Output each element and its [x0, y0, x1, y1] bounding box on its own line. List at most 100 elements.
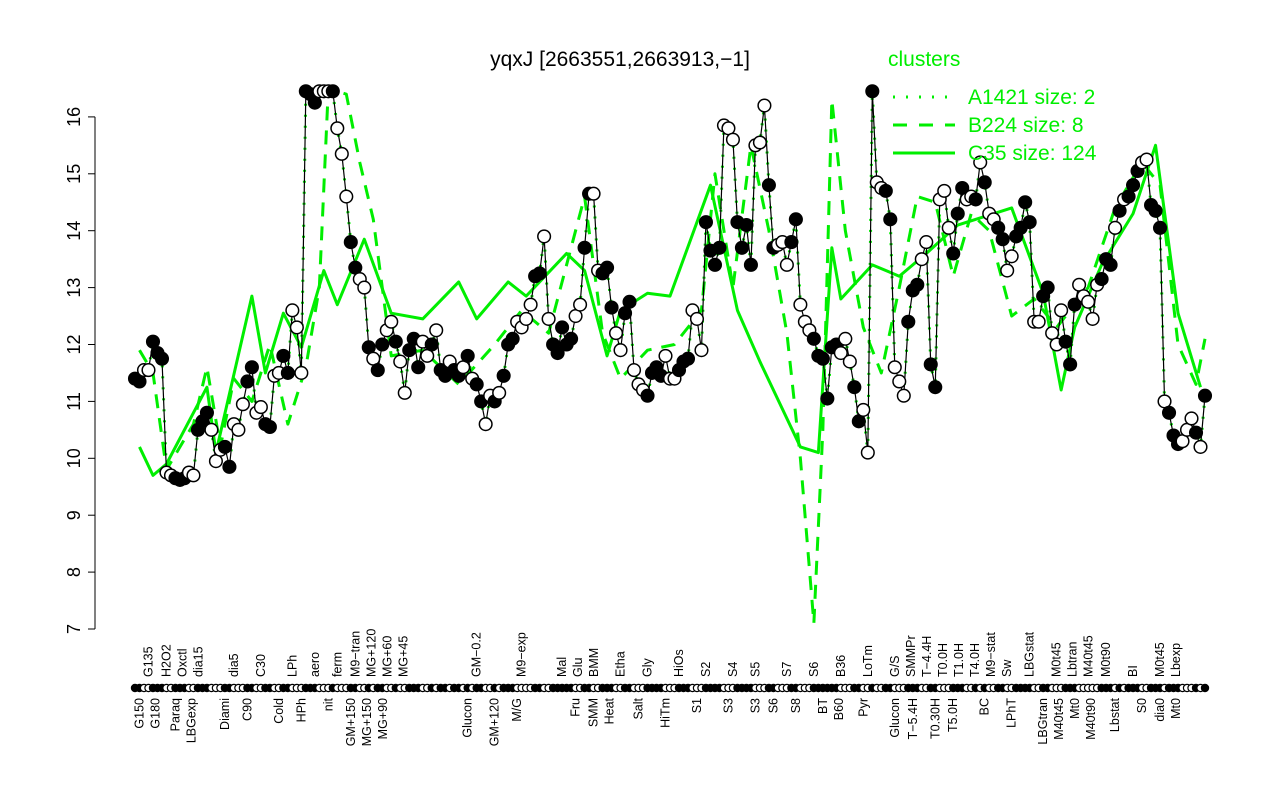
data-point: [334, 146, 349, 161]
data-point: [519, 311, 534, 326]
x-tick-label-top: S7: [780, 662, 794, 677]
x-tick-label-bottom: Heat: [603, 697, 617, 724]
data-point: [231, 422, 246, 437]
x-tick-label-top: T0.0H: [936, 643, 950, 677]
y-tick-label: 14: [64, 221, 84, 241]
data-point: [757, 98, 772, 113]
data-point: [204, 422, 219, 437]
x-tick-label-top: dia15: [191, 646, 205, 677]
data-point: [1094, 272, 1109, 287]
x-tick-label-top: Sw: [1000, 659, 1014, 677]
data-point: [573, 297, 588, 312]
y-tick-label: 12: [64, 334, 84, 354]
data-point: [537, 229, 552, 244]
x-tick-label-top: S2: [699, 662, 713, 677]
data-point: [262, 419, 277, 435]
data-point: [1031, 314, 1046, 329]
data-point: [937, 183, 952, 198]
x-tick-label-top: M40t45: [1082, 635, 1096, 677]
x-tick-label-bottom: M40t90: [1084, 698, 1098, 740]
data-point: [478, 417, 493, 432]
data-point: [919, 235, 934, 250]
data-point: [505, 331, 520, 346]
x-tick-label-bottom: Lbstat: [1108, 697, 1122, 732]
data-point: [622, 294, 637, 309]
x-tick-label-top: Oxctl: [175, 649, 189, 677]
data-point: [550, 345, 565, 361]
x-tick-label-bottom: HiTm: [659, 698, 673, 728]
x-tick-label-top: T4.0H: [968, 643, 982, 677]
x-tick-label-top: Gly: [641, 658, 655, 678]
data-point: [276, 348, 291, 363]
x-tick-label-top: dia5: [227, 653, 241, 677]
data-point: [887, 360, 902, 375]
data-points: [127, 84, 1213, 487]
data-point: [1063, 357, 1078, 372]
data-point: [613, 343, 628, 358]
x-tick-label-top: MG+120: [364, 629, 378, 677]
x-tick-label-top: BI: [1126, 665, 1140, 677]
data-point: [1054, 303, 1069, 318]
x-tick-label-top: M9−tran: [348, 631, 362, 677]
data-point: [640, 388, 655, 403]
x-tick-label-top: LPh: [285, 655, 299, 677]
x-tick-label-bottom: B60: [832, 698, 846, 720]
x-tick-label-bottom: Pyr: [856, 698, 870, 717]
data-point: [577, 240, 592, 255]
x-tick-label-bottom: Cold: [272, 698, 286, 724]
data-point: [1040, 280, 1055, 295]
y-tick-label: 16: [64, 107, 84, 127]
x-tick-label-bottom: S0: [1135, 698, 1149, 713]
data-point: [694, 343, 709, 358]
data-point: [626, 363, 642, 378]
data-point: [217, 439, 232, 454]
data-point: [752, 135, 767, 150]
x-tick-label-top: BMM: [587, 648, 601, 677]
data-point: [523, 297, 538, 312]
x-tick-label-bottom: S6: [766, 698, 780, 713]
data-point: [820, 391, 835, 406]
x-tick-label-bottom: G150: [132, 698, 146, 729]
data-point: [883, 212, 898, 227]
x-tick-label-top: H2O2: [159, 644, 173, 677]
data-point: [901, 314, 916, 329]
data-point: [707, 257, 723, 272]
data-point: [384, 314, 399, 329]
x-tick-label-bottom: Glucon: [888, 698, 902, 738]
data-point: [973, 155, 988, 170]
data-point: [1148, 203, 1163, 218]
data-point: [1197, 388, 1213, 403]
data-point: [725, 132, 740, 147]
data-point: [411, 360, 426, 375]
data-point: [492, 385, 507, 400]
data-point: [604, 300, 619, 315]
x-tick-label-top: S4: [726, 662, 740, 677]
data-point: [609, 326, 624, 341]
data-point: [294, 365, 309, 381]
data-point: [325, 84, 340, 99]
x-tick-label-top: T1.0H: [952, 643, 966, 677]
y-tick-label: 15: [64, 164, 84, 184]
x-tick-label-top: M9−stat: [984, 632, 998, 677]
data-point: [186, 468, 201, 483]
x-tick-label-top: B36: [834, 655, 848, 677]
x-tick-label-bottom: BC: [978, 698, 992, 715]
data-point: [838, 331, 853, 346]
data-point: [896, 388, 911, 403]
data-point: [865, 84, 880, 99]
x-tick-label-top: Glu: [571, 658, 585, 678]
data-point: [1004, 249, 1019, 264]
data-point: [280, 365, 295, 381]
legend-entry-a1421: A1421 size: 2: [968, 86, 1095, 109]
data-point: [743, 257, 758, 272]
data-point: [289, 320, 304, 335]
x-tick-label-bottom: Salt: [632, 697, 646, 719]
data-point: [496, 368, 511, 383]
x-tick-label-top: Lbexp: [1169, 643, 1183, 677]
rug-mark: [1200, 683, 1210, 693]
x-tick-label-bottom: S1: [690, 698, 704, 713]
data-point: [680, 351, 696, 366]
data-point: [1139, 152, 1154, 167]
data-point: [388, 334, 403, 349]
y-tick-label: 13: [64, 278, 84, 298]
